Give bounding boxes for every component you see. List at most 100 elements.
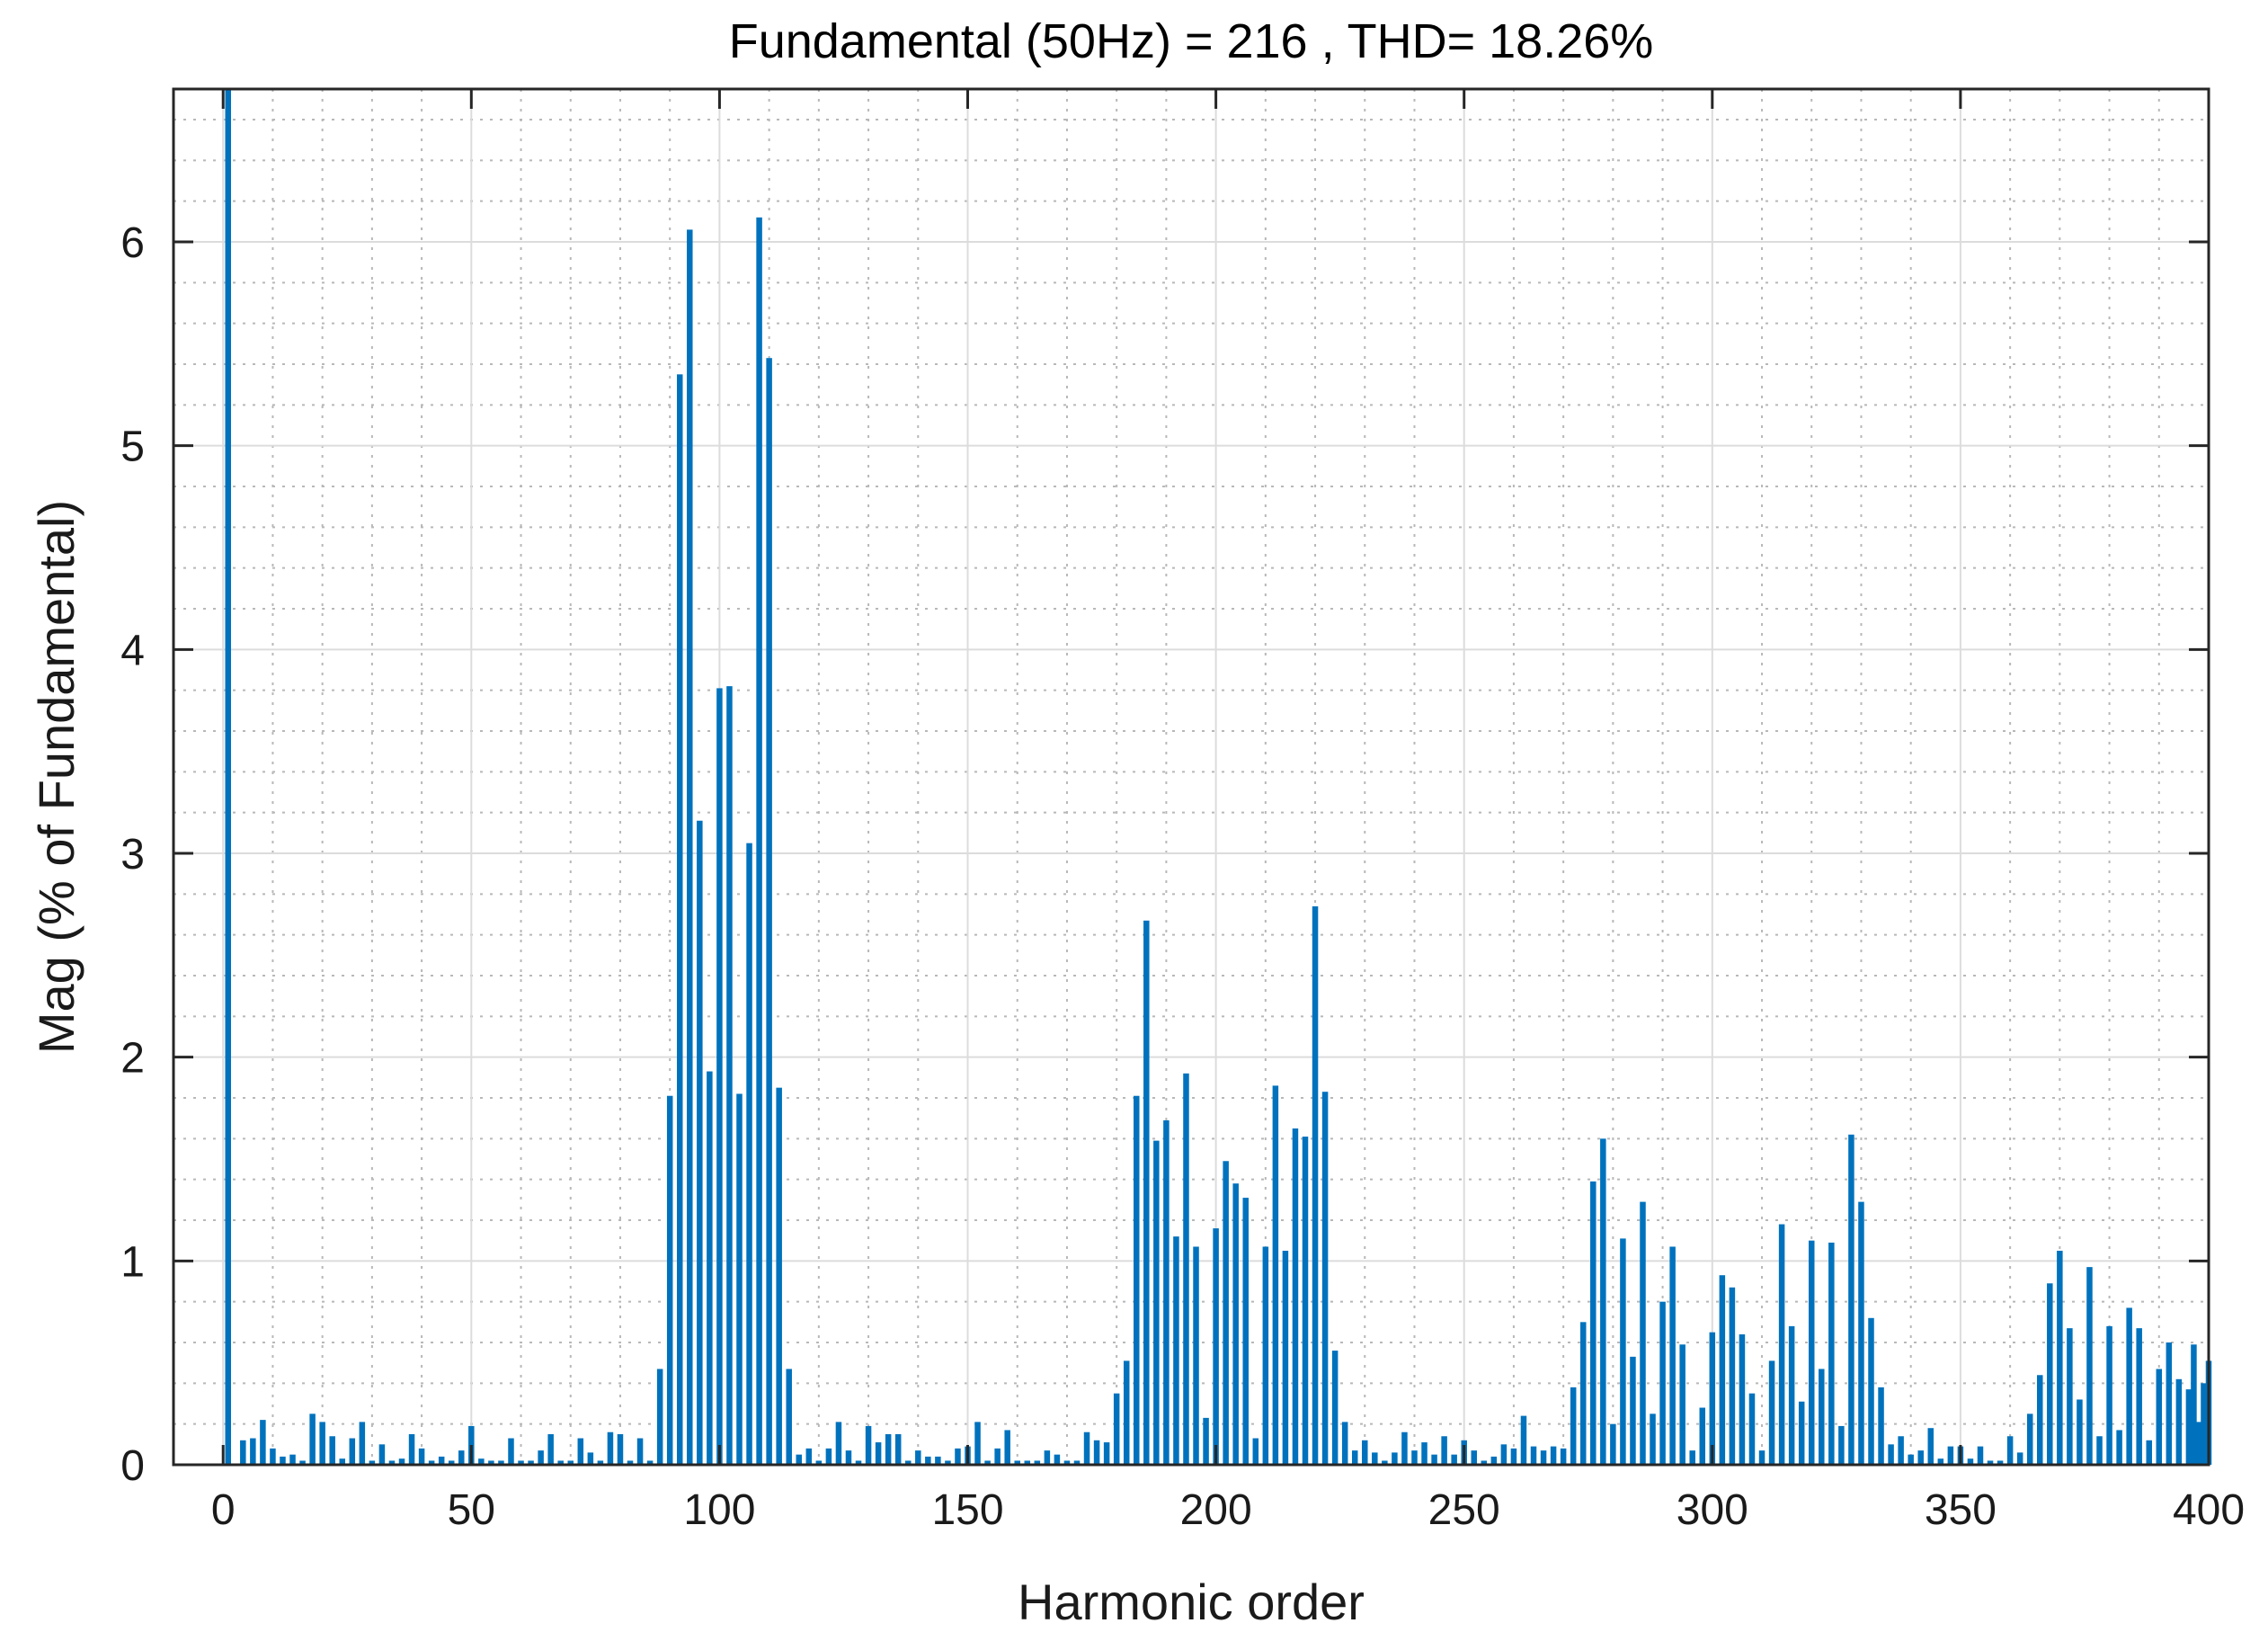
bar bbox=[1868, 1317, 1874, 1465]
bar bbox=[1848, 1134, 1854, 1465]
bar bbox=[2126, 1307, 2132, 1465]
bar bbox=[1709, 1332, 1716, 1465]
bar bbox=[1689, 1450, 1695, 1465]
bar bbox=[478, 1458, 485, 1465]
bar bbox=[1123, 1360, 1130, 1465]
chart-title: Fundamental (50Hz) = 216 , THD= 18.26% bbox=[729, 14, 1654, 68]
bar bbox=[1382, 1460, 1388, 1465]
bar bbox=[885, 1434, 892, 1465]
bar bbox=[2106, 1325, 2112, 1465]
bar bbox=[260, 1420, 266, 1465]
bar bbox=[1997, 1460, 2004, 1465]
bar bbox=[636, 1438, 644, 1465]
bar bbox=[855, 1460, 862, 1465]
bar bbox=[1203, 1417, 1209, 1465]
bar bbox=[289, 1454, 296, 1465]
bar bbox=[1242, 1198, 1249, 1465]
bar bbox=[1341, 1422, 1348, 1465]
bar bbox=[408, 1434, 415, 1465]
y-axis-label: Mag (% of Fundamental) bbox=[28, 500, 84, 1054]
bar bbox=[1411, 1450, 1418, 1465]
bar bbox=[225, 89, 231, 1465]
bar bbox=[786, 1369, 792, 1465]
bar bbox=[707, 1071, 713, 1465]
bar bbox=[746, 843, 752, 1465]
bar bbox=[607, 1431, 614, 1465]
bar bbox=[1878, 1387, 1884, 1465]
bar bbox=[945, 1460, 951, 1465]
bar bbox=[955, 1448, 961, 1465]
bar bbox=[577, 1438, 584, 1465]
bar bbox=[2077, 1399, 2083, 1465]
bar bbox=[2136, 1328, 2142, 1465]
bar bbox=[1798, 1401, 1805, 1465]
bar bbox=[2166, 1342, 2173, 1465]
bar bbox=[1699, 1407, 1706, 1465]
bar bbox=[676, 374, 683, 1465]
bar bbox=[1898, 1436, 1904, 1465]
bar bbox=[1530, 1446, 1537, 1465]
bar bbox=[1193, 1246, 1199, 1465]
bar bbox=[726, 686, 733, 1465]
bar bbox=[1729, 1287, 1736, 1465]
bar bbox=[369, 1460, 376, 1465]
bar bbox=[2175, 1378, 2183, 1465]
bar bbox=[646, 1460, 654, 1465]
bar bbox=[1401, 1431, 1408, 1465]
y-tick-labels: 0 1 2 3 4 5 6 bbox=[120, 219, 145, 1490]
bar bbox=[1500, 1444, 1508, 1465]
bar bbox=[1372, 1452, 1378, 1465]
bar bbox=[1659, 1301, 1666, 1465]
bar bbox=[865, 1425, 872, 1465]
bar bbox=[587, 1452, 594, 1465]
x-tick-label: 200 bbox=[1180, 1486, 1252, 1534]
bar bbox=[438, 1456, 445, 1465]
bar bbox=[1073, 1460, 1081, 1465]
bar bbox=[1153, 1140, 1160, 1465]
bar bbox=[915, 1450, 921, 1465]
bar bbox=[1024, 1460, 1031, 1465]
bar bbox=[796, 1454, 803, 1465]
bar bbox=[1312, 905, 1319, 1465]
bar bbox=[845, 1450, 852, 1465]
bar bbox=[1331, 1351, 1339, 1465]
minor-grid bbox=[173, 89, 2209, 1465]
bar bbox=[280, 1456, 286, 1465]
bar bbox=[2156, 1369, 2163, 1465]
bar bbox=[319, 1422, 325, 1465]
bar bbox=[1213, 1228, 1219, 1465]
bar bbox=[538, 1450, 544, 1465]
bar bbox=[528, 1460, 534, 1465]
bar bbox=[1093, 1440, 1100, 1465]
bar bbox=[687, 229, 693, 1465]
bar bbox=[1262, 1246, 1269, 1465]
bar bbox=[1362, 1440, 1368, 1465]
bar bbox=[299, 1460, 306, 1465]
y-tick-label: 3 bbox=[120, 831, 145, 878]
bar bbox=[488, 1460, 494, 1465]
bar bbox=[1282, 1251, 1289, 1465]
bar bbox=[1134, 1095, 1140, 1465]
bar bbox=[1579, 1322, 1587, 1465]
bar bbox=[597, 1460, 604, 1465]
plot-area bbox=[173, 89, 2209, 1465]
bar bbox=[1570, 1387, 1577, 1465]
y-tick-label: 5 bbox=[120, 424, 145, 471]
bar bbox=[1481, 1460, 1488, 1465]
bar bbox=[894, 1434, 902, 1465]
bar bbox=[1630, 1356, 1636, 1465]
bar bbox=[1858, 1201, 1864, 1465]
bar bbox=[2067, 1328, 2073, 1465]
bar bbox=[339, 1458, 345, 1465]
bar bbox=[1758, 1450, 1765, 1465]
bar bbox=[1063, 1460, 1071, 1465]
bar bbox=[418, 1448, 425, 1465]
axis-ticks bbox=[173, 89, 2210, 1467]
bar bbox=[1292, 1128, 1299, 1465]
bar bbox=[508, 1438, 514, 1465]
bar bbox=[2037, 1375, 2043, 1465]
bar bbox=[1223, 1161, 1229, 1465]
bar bbox=[567, 1460, 574, 1465]
bar bbox=[398, 1458, 405, 1465]
